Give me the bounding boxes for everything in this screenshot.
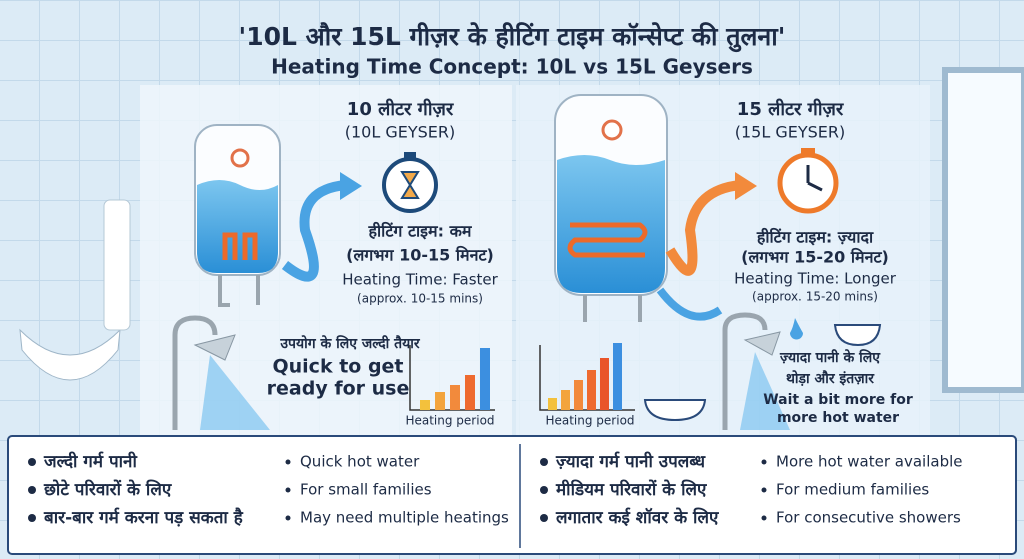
note-en: Quick to get (272, 356, 403, 378)
bullet (285, 459, 291, 465)
bullet (28, 486, 36, 494)
summary-item: Quick hot water (300, 453, 420, 471)
summary-item: For small families (300, 481, 432, 499)
arrow-head (340, 172, 362, 200)
arrow-head (735, 172, 757, 200)
bullet (761, 487, 767, 493)
bullet (540, 486, 548, 494)
summary-item: For consecutive showers (776, 509, 961, 527)
time-hi-approx: (लगभग 10-15 मिनट) (346, 246, 494, 265)
geyser-15l (554, 94, 668, 322)
sink (19, 328, 121, 381)
title: '10L और 15L गीज़र के हीटिंग टाइम कॉन्सेप… (239, 22, 786, 53)
summary-item: ज़्यादा गर्म पानी उपलब्ध (555, 451, 706, 472)
time-en: Heating Time: Longer (734, 270, 897, 288)
summary-item: May need multiple heatings (300, 509, 509, 527)
shower (722, 312, 882, 430)
bullet (761, 459, 767, 465)
window (942, 67, 1024, 393)
shower (172, 315, 270, 430)
water-flow (656, 287, 723, 321)
heading: 10 लीटर गीज़र (347, 98, 454, 120)
summary-item: More hot water available (776, 453, 963, 471)
time-hi: हीटिंग टाइम: ज़्यादा (756, 228, 874, 247)
time-hi-approx: (लगभग 15-20 मिनट) (741, 248, 889, 267)
subheading: (10L GEYSER) (345, 123, 456, 142)
mini-chart (409, 345, 495, 411)
time-en-approx: (approx. 10-15 mins) (357, 292, 483, 306)
mini-chart (539, 343, 635, 411)
summary-item: जल्दी गर्म पानी (43, 451, 137, 472)
summary-item: बार-बार गर्म करना पड़ सकता है (43, 507, 244, 528)
time-en: Heating Time: Faster (342, 271, 498, 289)
geyser-10l (194, 124, 281, 307)
subheading: (15L GEYSER) (735, 123, 846, 142)
bullet (285, 487, 291, 493)
heading: 15 लीटर गीज़र (737, 98, 844, 120)
summary-box (7, 435, 1017, 555)
summary-item: छोटे परिवारों के लिए (43, 479, 172, 500)
towel (103, 199, 131, 331)
note-en: more hot water (777, 410, 899, 426)
bullet (285, 515, 291, 521)
chart-label: Heating period (405, 414, 494, 428)
stopwatch (382, 152, 438, 213)
summary-lists: जल्दी गर्म पानी छोटे परिवारों के लिए बार-ब… (28, 451, 963, 528)
summary-item: मीडियम परिवारों के लिए (555, 479, 707, 500)
summary-item: लगातार कई शॉवर के लिए (555, 507, 719, 528)
bullet (540, 458, 548, 466)
bullet (761, 515, 767, 521)
note-hi: थोड़ा और इंतज़ार (786, 370, 875, 387)
time-en-approx: (approx. 15-20 mins) (752, 290, 878, 304)
note-hi: ज़्यादा पानी के लिए (779, 349, 881, 366)
note-en: ready for use (267, 378, 410, 400)
subtitle: Heating Time Concept: 10L vs 15L Geysers (271, 55, 753, 79)
flow-arrow (665, 180, 741, 276)
bullet (28, 514, 36, 522)
note-hi: उपयोग के लिए जल्दी तैयार (279, 335, 421, 352)
summary-item: For medium families (776, 481, 929, 499)
flow-arrow (281, 180, 346, 282)
time-hi: हीटिंग टाइम: कम (368, 222, 473, 241)
chart-label: Heating period (545, 414, 634, 428)
bathtub (643, 399, 707, 422)
bullet (540, 514, 548, 522)
stopwatch (777, 148, 839, 214)
bullet (28, 458, 36, 466)
note-en: Wait a bit more for (763, 392, 913, 408)
